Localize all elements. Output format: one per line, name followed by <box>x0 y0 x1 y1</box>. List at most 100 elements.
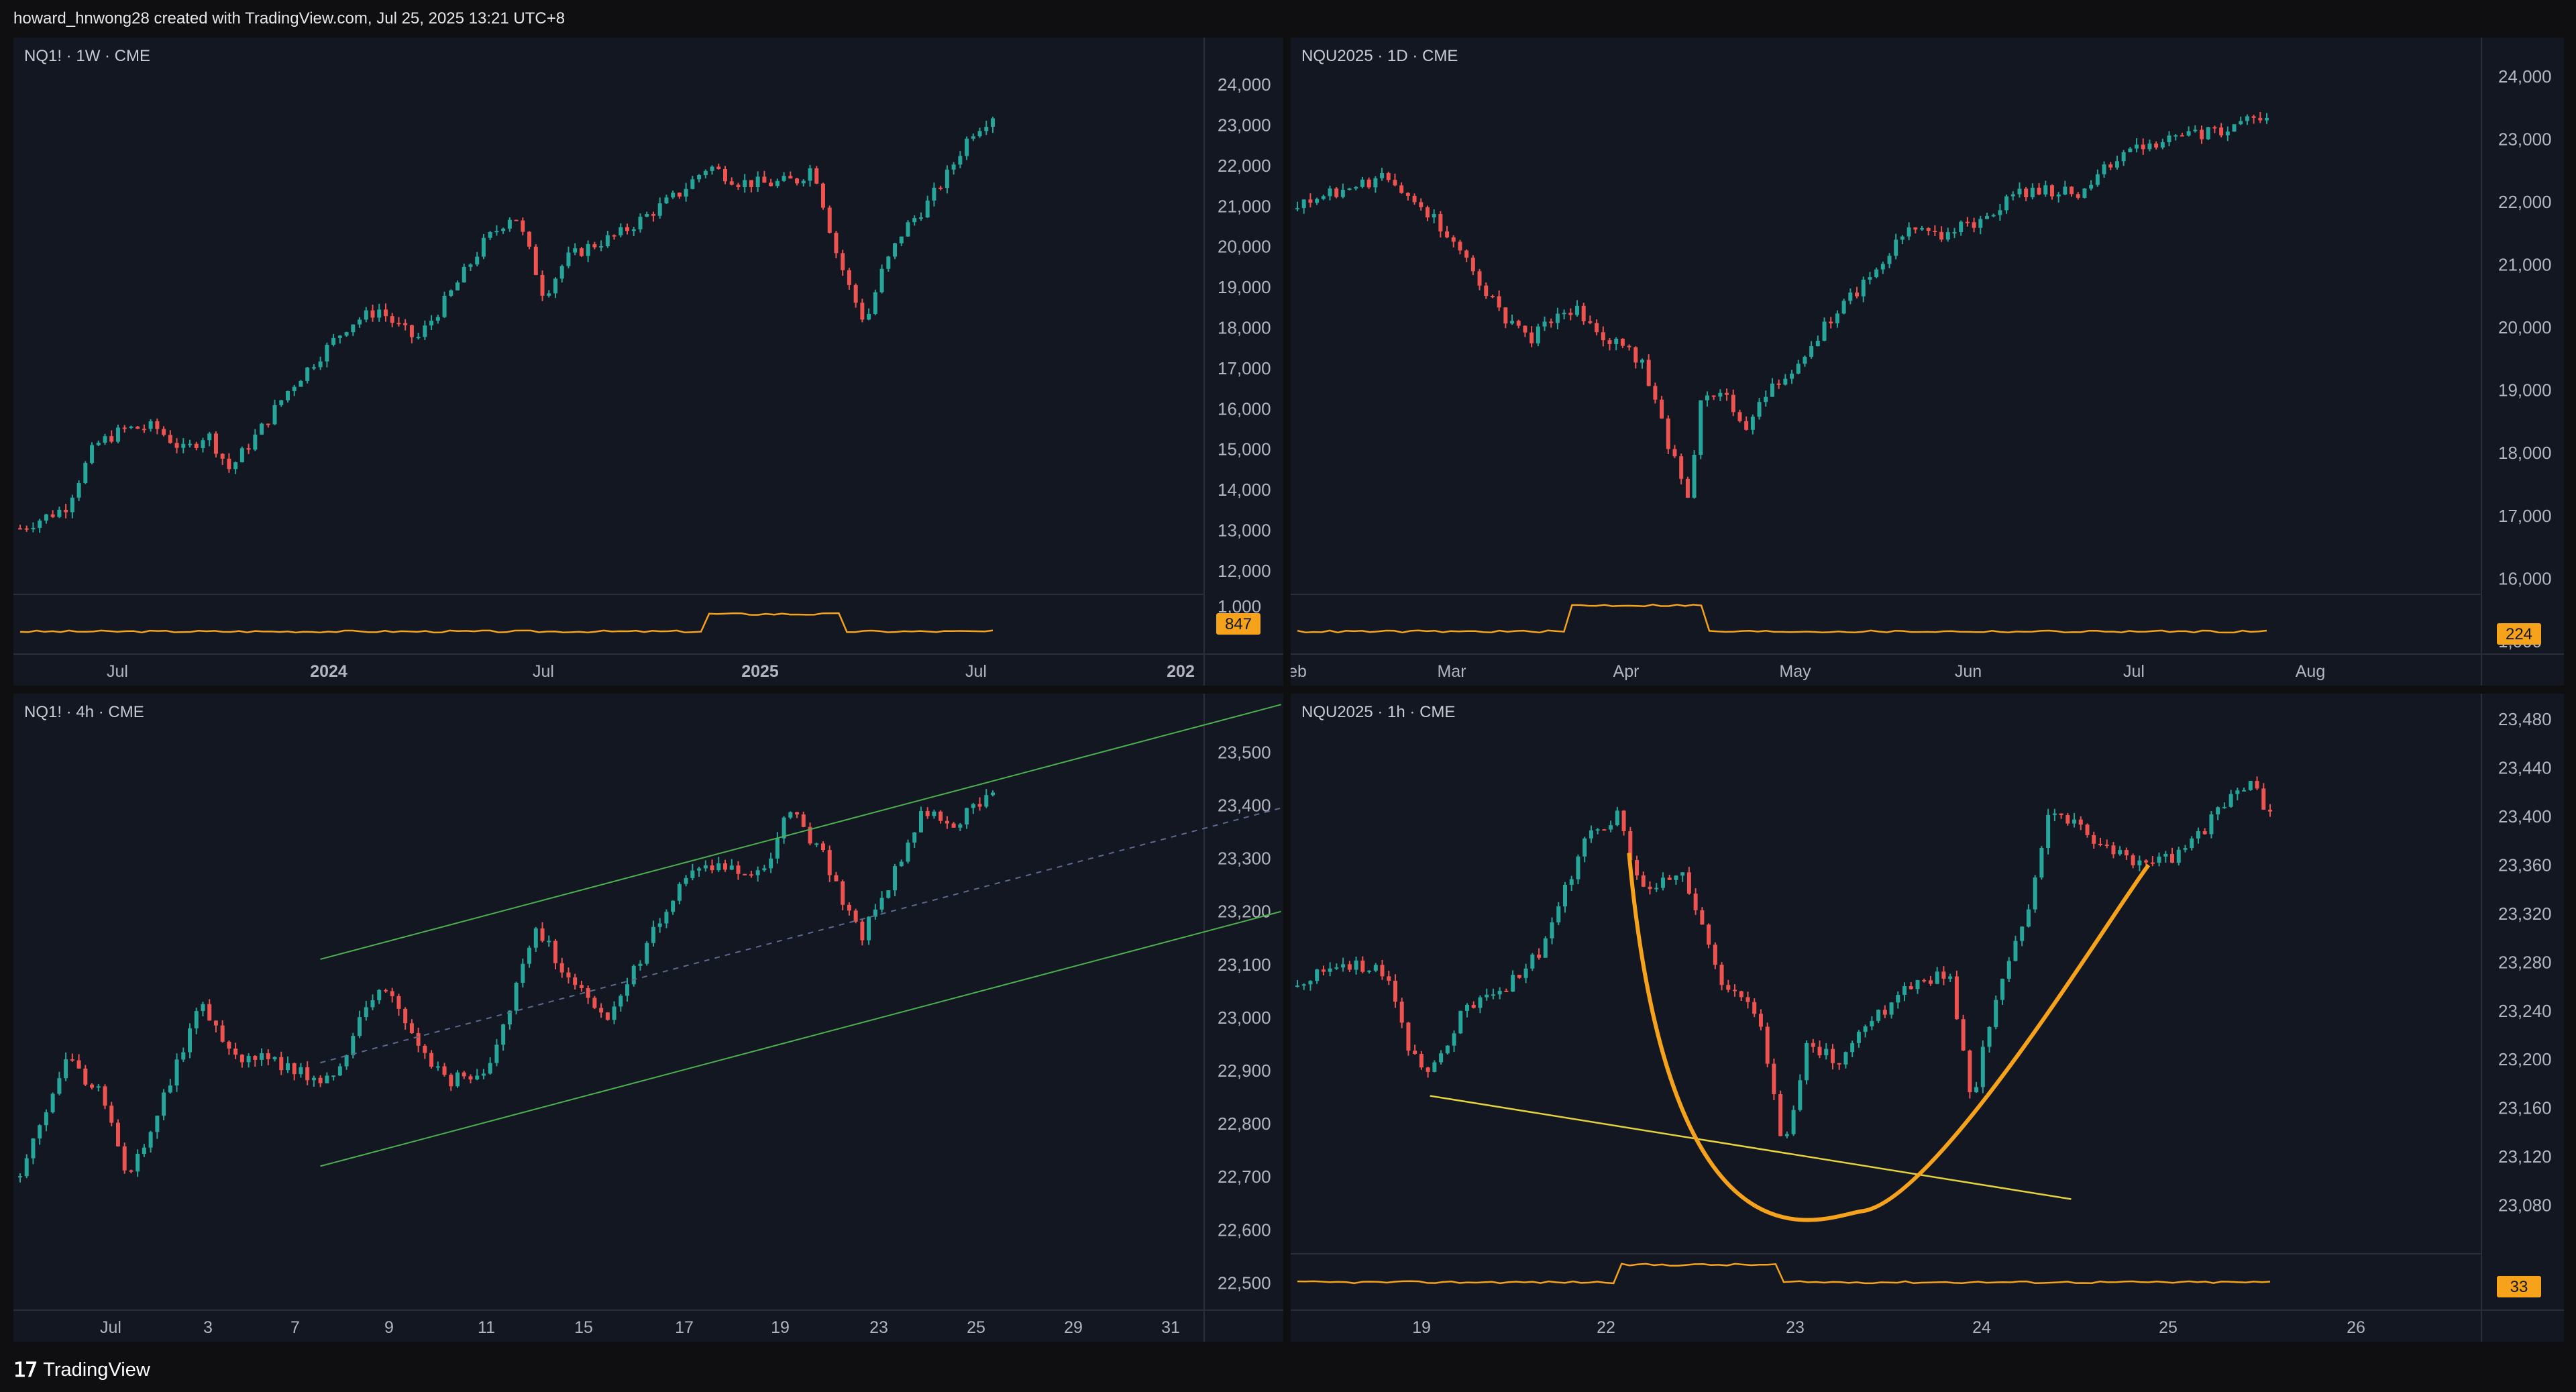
candle-body <box>1451 237 1456 242</box>
candle-body <box>2258 117 2263 121</box>
candle-body <box>1764 396 1768 403</box>
candle-body <box>429 321 434 326</box>
candle-body <box>1907 227 1911 237</box>
candle-body <box>351 324 356 333</box>
chart-panel-4h[interactable]: 23,500 23,400 23,300 23,200 23,100 23,000 22,9… <box>13 694 1283 1342</box>
candle-body <box>2147 143 2152 150</box>
candle-body <box>1360 179 1364 187</box>
candle-body <box>1510 321 1515 324</box>
candle-body <box>2085 824 2090 835</box>
candle-body <box>1980 1047 1985 1087</box>
candle-body <box>31 1138 36 1159</box>
candle-body <box>331 337 336 345</box>
candle-body <box>358 1017 362 1036</box>
candle-body <box>1770 383 1774 397</box>
channel-lower-line <box>320 910 1281 1167</box>
candle-body <box>1588 321 1593 323</box>
candle-body <box>272 1057 277 1059</box>
chart-1h-svg[interactable]: 23,480 23,440 23,400 23,360 23,320 23,280 23,2… <box>1291 694 2564 1342</box>
candle-body <box>1295 985 1299 987</box>
candle-body <box>1373 965 1378 971</box>
candle-body <box>827 850 832 875</box>
candle-body <box>697 175 702 180</box>
cup-arc <box>1627 853 2151 1222</box>
candle-body <box>253 1056 258 1060</box>
candle-body <box>2222 806 2226 808</box>
candle-body <box>83 1068 88 1085</box>
chart-weekly-svg[interactable]: 24,000 23,000 22,000 21,000 20,000 19,000 18,0… <box>13 38 1283 686</box>
candle-body <box>1974 1087 1979 1093</box>
candle-body <box>2006 961 2011 979</box>
price-tick-label: 23,240 <box>2498 1001 2552 1021</box>
candle-body <box>2043 185 2048 195</box>
chart-panel-weekly[interactable]: 24,000 23,000 22,000 21,000 20,000 19,000 18,0… <box>13 38 1283 686</box>
volume-line <box>19 612 994 634</box>
time-tick-label: Jul <box>2123 662 2145 681</box>
candle-body <box>2265 117 2269 121</box>
candle-body <box>1562 884 1567 907</box>
candle-body <box>2157 856 2161 863</box>
candle-body <box>1556 906 1561 922</box>
candle-body <box>1965 221 1970 223</box>
chart-daily-svg[interactable]: 24,000 23,000 22,000 21,000 20,000 19,000 18,0… <box>1291 38 2564 686</box>
candle-body <box>527 947 532 964</box>
candle-body <box>521 963 525 983</box>
candle-body <box>1308 981 1313 985</box>
chart-4h-svg[interactable]: 23,500 23,400 23,300 23,200 23,100 23,000 22,9… <box>13 694 1283 1342</box>
candle-body <box>977 804 982 807</box>
candle-body <box>651 214 655 216</box>
chart-panel-daily[interactable]: 24,000 23,000 22,000 21,000 20,000 19,000 18,0… <box>1291 38 2564 686</box>
candle-body <box>736 184 741 188</box>
candle-body <box>559 266 564 279</box>
candle-body <box>664 912 669 924</box>
tradingview-logo-icon[interactable]: 𝟣𝟩 <box>13 1359 38 1381</box>
candle-body <box>631 229 636 231</box>
candle-body <box>1321 196 1326 199</box>
candle-body <box>1863 1026 1868 1032</box>
candle-body <box>918 811 923 833</box>
candle-body <box>2056 194 2061 197</box>
chart-panel-1h[interactable]: 23,480 23,440 23,400 23,360 23,320 23,280 23,2… <box>1291 694 2564 1342</box>
time-tick-label: 24 <box>1972 1318 1991 1337</box>
candle-body <box>1419 1054 1424 1068</box>
candle-body <box>70 497 74 513</box>
candle-body <box>684 877 688 884</box>
candle-body <box>847 270 851 285</box>
candle-body <box>566 252 571 266</box>
candle-body <box>2225 131 2230 136</box>
candle-body <box>364 310 368 320</box>
candle-body <box>723 168 728 182</box>
candle-body <box>788 812 793 818</box>
candle-body <box>1868 277 1872 280</box>
price-tick-label: 23,000 <box>2498 129 2552 150</box>
candle-body <box>1991 215 1996 217</box>
candle-body <box>2180 135 2184 137</box>
candle-body <box>18 528 22 530</box>
candle-body <box>2248 781 2253 790</box>
candle-body <box>619 227 623 235</box>
footer-brand[interactable]: TradingView <box>43 1359 150 1381</box>
candle-body <box>449 1075 453 1087</box>
candle-body <box>2190 838 2194 849</box>
candle-body <box>2131 855 2135 865</box>
candle-body <box>31 527 36 529</box>
candle-body <box>991 118 995 127</box>
candle-body <box>1935 971 1939 984</box>
candle-body <box>1843 1052 1848 1065</box>
candle-body <box>1686 872 1691 894</box>
candle-body <box>579 985 584 988</box>
candle-body <box>266 423 270 425</box>
candle-body <box>1811 1042 1815 1047</box>
candle-body <box>435 317 440 321</box>
candle-body <box>886 256 891 269</box>
candle-body <box>358 319 362 325</box>
candle-body <box>337 335 342 338</box>
candle-body <box>1978 219 1983 228</box>
candle-body <box>755 176 760 187</box>
time-tick-label: 2025 <box>741 662 779 681</box>
candle-body <box>1621 810 1626 831</box>
candle-body <box>2092 835 2096 844</box>
time-tick-label: 19 <box>1412 1318 1431 1337</box>
candle-body <box>1653 386 1658 400</box>
candle-body <box>1718 392 1723 397</box>
